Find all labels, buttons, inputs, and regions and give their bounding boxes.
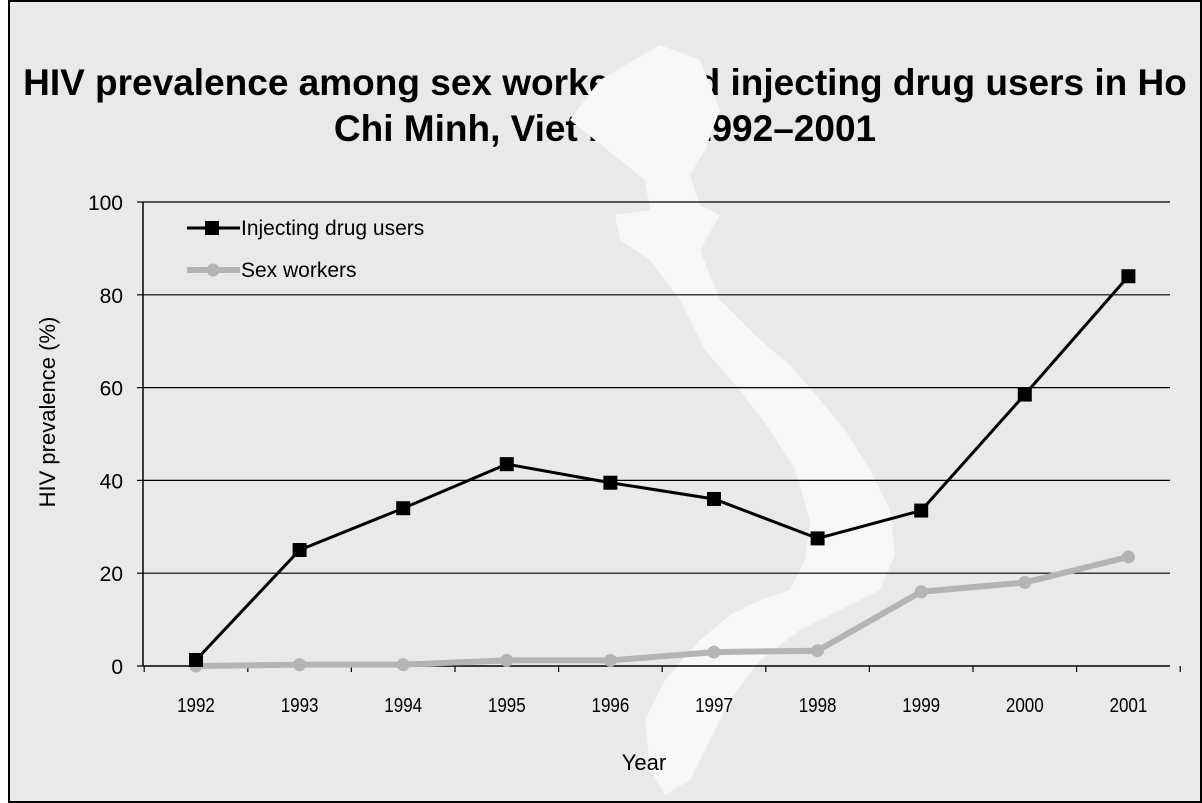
x-tick-label: 1996: [592, 694, 630, 717]
legend-swatch-marker: [206, 263, 220, 277]
y-tick-label: 100: [88, 192, 123, 215]
data-point-square: [189, 652, 203, 667]
x-tick-label: 1997: [695, 694, 733, 717]
legend-label: Injecting drug users: [241, 217, 424, 240]
series-layer: [189, 269, 1136, 673]
data-point-circle: [293, 658, 307, 672]
series-sex-workers: [189, 550, 1135, 673]
y-axis-ticks: 0 20 40 60 80 100: [88, 192, 143, 679]
legend-swatch-marker: [205, 221, 219, 235]
viet-nam-map-silhouette: [570, 45, 895, 795]
series-injecting-drug-users: [189, 269, 1136, 667]
legend-item: Injecting drug users: [187, 217, 424, 240]
data-point-square: [810, 531, 825, 546]
x-tick-label: 1999: [902, 694, 940, 717]
data-point-square: [499, 457, 514, 472]
series-line: [195, 554, 1130, 669]
data-point-square: [914, 503, 929, 518]
data-point-square: [707, 491, 721, 506]
x-axis-ticks: 1992 1993 1994 1995 1996 1997 1998 1999 2000 2001: [143, 666, 1181, 717]
data-point-circle: [914, 585, 928, 599]
legend-item: Sex workers: [187, 259, 357, 282]
data-point-circle: [396, 658, 410, 672]
x-tick-label: 1994: [384, 694, 422, 717]
x-tick-label: 1998: [799, 694, 837, 717]
x-tick-label: 1993: [281, 694, 319, 717]
legend: Injecting drug users Sex workers: [187, 217, 424, 282]
y-tick-label: 20: [100, 563, 123, 586]
legend-label: Sex workers: [241, 259, 357, 282]
data-point-circle: [1018, 575, 1032, 589]
gridlines: [143, 201, 1170, 574]
y-tick-label: 60: [100, 378, 123, 401]
data-point-square: [1017, 387, 1032, 402]
data-point-circle: [500, 653, 514, 667]
data-point-square: [603, 475, 618, 490]
data-point-circle: [811, 644, 825, 658]
y-tick-label: 40: [100, 470, 123, 493]
data-point-square: [1121, 269, 1136, 284]
y-tick-label: 0: [111, 656, 123, 679]
x-tick-label: 1995: [488, 694, 526, 717]
data-point-circle: [1121, 550, 1135, 564]
data-point-square: [396, 501, 411, 516]
x-axis-label: Year: [622, 750, 666, 775]
series-line: [194, 275, 1130, 661]
data-point-circle: [603, 653, 617, 667]
x-tick-label: 1992: [177, 694, 215, 717]
x-tick-label: 2000: [1006, 694, 1044, 717]
x-tick-label: 2001: [1110, 694, 1148, 717]
data-point-square: [292, 543, 307, 557]
y-tick-label: 80: [100, 285, 123, 308]
y-axis-label: HIV prevalence (%): [35, 317, 60, 508]
data-point-circle: [707, 645, 721, 659]
